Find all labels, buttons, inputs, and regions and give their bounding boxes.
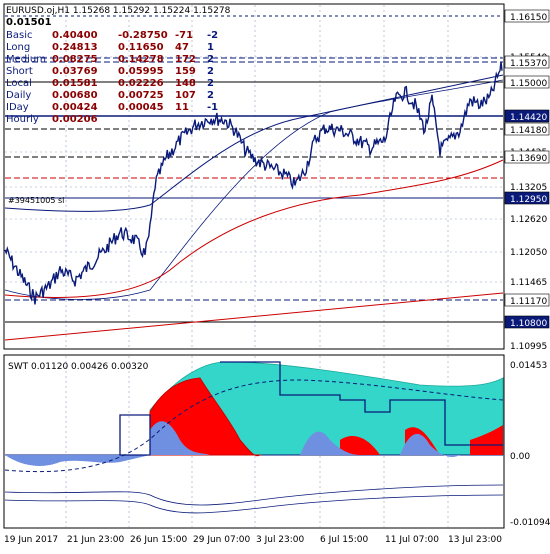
stat-v1: 0.40400 [52, 30, 98, 41]
step-line [119, 361, 503, 456]
horizontal-levels [5, 15, 503, 323]
red-trend-line [4, 292, 504, 341]
blue-area [400, 433, 460, 457]
time-label: 13 Jul 23:00 [448, 535, 502, 545]
symbol-info: EURUSD.oj,H1 1.15268 1.15292 1.15224 1.1… [6, 6, 231, 16]
blue-area [300, 431, 360, 455]
stat-v2: 0.02226 [118, 78, 164, 89]
time-label: 6 Jul 15:00 [320, 535, 369, 545]
time-label: 3 Jul 23:00 [256, 535, 305, 545]
axis-label: 1.12620 [510, 215, 547, 225]
price-box [504, 55, 550, 69]
stat-name: Short [6, 66, 33, 77]
stat-name: Hourly [6, 114, 39, 125]
stat-v4: 2 [207, 66, 214, 77]
axis-label: 1.10995 [510, 342, 547, 352]
stat-v3: 148 [175, 78, 196, 89]
price-box [504, 122, 550, 136]
price-box-label: 1.10800 [510, 319, 547, 329]
stat-v3: 11 [175, 102, 189, 113]
price-box [504, 191, 550, 205]
header-value: 0.01501 [6, 17, 52, 28]
stat-v1: 0.00424 [52, 102, 98, 113]
stat-v3: 47 [175, 42, 189, 53]
price-box-label: 1.15000 [510, 79, 547, 89]
time-label: 21 Jun 23:00 [67, 535, 124, 545]
stat-v4: 1 [207, 42, 214, 53]
stat-v4: 2 [207, 54, 214, 65]
swt-indicator [4, 361, 504, 514]
price-box-label: 1.12950 [510, 195, 547, 205]
lower-band [4, 494, 504, 514]
stat-v1: 0.03769 [52, 66, 98, 77]
stat-v1: 0.00680 [52, 90, 98, 101]
time-axis: 19 Jun 2017 21 Jun 23:00 26 Jun 15:00 29… [4, 535, 502, 545]
stat-v2: 0.14278 [118, 54, 164, 65]
stat-v3: 172 [175, 54, 196, 65]
stat-name: Basic [6, 30, 32, 41]
stat-v4: -2 [207, 30, 218, 41]
dash-line [4, 379, 504, 473]
ma-line [4, 74, 504, 212]
swt-axis-label: -0.01094 [510, 518, 550, 528]
stat-v4: 2 [207, 90, 214, 101]
axis-label: 1.12050 [510, 248, 547, 258]
price-box-label: 1.14420 [510, 113, 547, 123]
swt-header: SWT 0.01120 0.00426 0.00320 [8, 362, 149, 372]
time-label: 11 Jul 07:00 [385, 535, 439, 545]
price-box-label: 1.15370 [510, 59, 547, 69]
stat-v1: 0.00206 [52, 114, 98, 125]
stat-v1: 0.01581 [52, 78, 98, 89]
time-label: 19 Jun 2017 [4, 535, 58, 545]
main-grid [5, 5, 503, 348]
price-box [504, 293, 550, 307]
stats-table: Basic 0.40400 -0.28750 -71 -2 Long 0.24813 0.11… [6, 30, 218, 125]
stat-v3: 107 [175, 90, 196, 101]
stat-v4: -1 [207, 102, 218, 113]
axis-label: 1.13205 [510, 183, 547, 193]
time-label: 26 Jun 15:00 [130, 535, 187, 545]
price-box [504, 315, 550, 329]
stat-name: Medium [6, 54, 46, 65]
price-box-label: 1.11170 [510, 297, 547, 307]
stat-v3: 159 [175, 66, 196, 77]
stat-name: Long [6, 42, 30, 53]
stat-v1: 0.24813 [52, 42, 98, 53]
price-box [504, 9, 550, 23]
lower-band [4, 484, 504, 506]
stat-v1: 0.08275 [52, 54, 98, 65]
stat-name: Daily [6, 90, 31, 101]
stat-name: Local [6, 78, 32, 89]
stat-v2: 0.00045 [118, 102, 164, 113]
stat-name: IDay [6, 102, 29, 113]
swt-axis-label: 0.00 [510, 452, 530, 462]
red-ma-line [4, 159, 504, 298]
stat-v2: 0.05995 [118, 66, 164, 77]
price-box-label: 1.14180 [510, 126, 547, 136]
price-box [504, 109, 550, 123]
swt-axis-label: 0.01453 [510, 361, 547, 371]
price-line [4, 61, 503, 305]
stat-v2: 0.00725 [118, 90, 164, 101]
time-label: 29 Jun 07:00 [193, 535, 250, 545]
price-box [504, 150, 550, 164]
stat-v3: -71 [175, 30, 193, 41]
stat-v2: 0.11650 [118, 42, 164, 53]
stat-v4: 2 [207, 78, 214, 89]
price-box-label: 1.16150 [510, 13, 547, 23]
price-box [504, 75, 550, 89]
blue-area [5, 455, 150, 466]
blue-area [150, 421, 210, 455]
axis-label: 1.11465 [510, 278, 547, 288]
order-label: #39451005 sl [8, 196, 64, 205]
stat-v2: -0.28750 [118, 30, 168, 41]
price-level-labels: 1.16150 1.15370 1.15000 1.14420 1.14180 1.136… [504, 9, 550, 329]
red-area [340, 435, 380, 455]
red-area [470, 425, 503, 455]
price-box-label: 1.13690 [510, 154, 547, 164]
